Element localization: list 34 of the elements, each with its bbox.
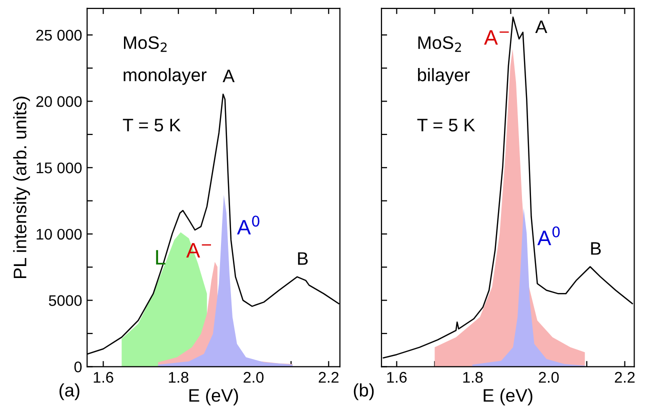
x-tick-label: 1.6 [94,372,114,383]
annotation: bilayer [418,68,470,85]
annotation: MoS$_{2}$ [124,36,167,52]
y-tick-label: 20 000 [36,96,82,107]
text: (a) [60,383,80,400]
series-label: L [156,250,166,265]
x-tick-label: 1.6 [387,372,407,383]
x-tick-label: 2.0 [244,372,264,383]
x-tick-label: 2.2 [318,372,338,383]
annotation: MoS$_{2}$ [418,36,461,52]
annotation: B [591,242,601,255]
series-label: A$^{0}$ [537,226,560,246]
x-tick-label: 1.8 [168,372,188,383]
x-axis-title: E (eV) [484,388,532,406]
x-tick-label: 2.0 [538,372,559,383]
y-tick-label: 10 000 [36,228,82,240]
series-label: A$^{0}$ [237,216,260,234]
y-tick-label: 5000 [48,295,82,306]
x-axis-title: E (eV) [189,388,238,406]
x-tick-label: 2.2 [614,372,635,383]
annotation: A [222,70,235,82]
y-tick-label: 0 [74,362,82,372]
annotation: monolayer [124,68,207,85]
annotation: B [298,252,308,265]
annotation: T = 5 K [122,118,181,132]
y-axis-title: PL intensity (arb. units) [13,96,30,278]
series-label: A$^{−}$ [484,30,509,45]
y-tick-label: 25 000 [36,30,82,41]
x-tick-label: 1.8 [463,372,483,383]
text: (b) [354,383,374,400]
annotation: A [535,20,548,34]
series-label: A$^{−}$ [186,243,212,258]
annotation: T = 5 K [417,118,476,132]
y-tick-label: 15 000 [36,162,82,174]
